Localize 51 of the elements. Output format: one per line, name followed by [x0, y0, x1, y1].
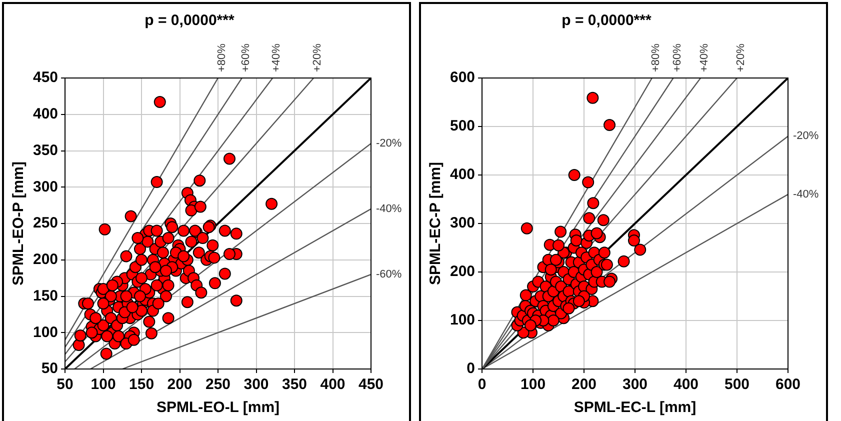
x-axis-title: SPML-EC-L [mm]	[574, 399, 696, 416]
y-tick-label: 300	[450, 214, 476, 232]
y-tick-label: 150	[32, 287, 58, 304]
series-label: -40%	[376, 202, 402, 215]
x-tick-label: 600	[775, 376, 801, 394]
y-tick-label: 50	[41, 360, 58, 378]
series-label: -40%	[793, 188, 819, 200]
x-tick-label: 50	[56, 376, 74, 394]
x-tick-label: 100	[90, 376, 116, 394]
y-tick-label: 300	[32, 178, 58, 196]
text: +40%	[270, 43, 283, 72]
x-tick-label: 250	[206, 376, 231, 394]
y-tick-label: 0	[466, 360, 476, 378]
y-axis-title: SPML-EC-P [mm]	[427, 162, 444, 286]
x-tick-label: 300	[244, 376, 269, 394]
x-tick-label: 350	[282, 376, 308, 394]
y-axis-title: SPML-EO-P [mm]	[10, 162, 28, 286]
text: +60%	[240, 43, 252, 72]
y-tick-label: 100	[32, 324, 58, 341]
series-label: -20%	[376, 138, 402, 150]
y-tick-label: 350	[32, 142, 58, 159]
y-tick-label: 450	[32, 69, 58, 86]
x-tick-label: 0	[478, 376, 486, 394]
y-tick-label: 100	[450, 312, 476, 329]
y-tick-label: 400	[32, 106, 58, 123]
y-tick-label: 500	[450, 118, 476, 135]
y-tick-label: 200	[32, 251, 58, 268]
x-tick-label: 400	[673, 376, 699, 394]
chart-title: p = 0,0000***	[144, 12, 234, 30]
x-tick-label: 400	[320, 376, 346, 394]
x-axis-title: SPML-EO-L [mm]	[156, 399, 280, 416]
y-tick-label: 200	[450, 263, 476, 280]
x-tick-label: 200	[572, 376, 597, 394]
chart-title: p = 0,0000***	[562, 12, 652, 30]
text: +20%	[735, 43, 748, 72]
x-tick-label: 100	[520, 376, 546, 394]
series-label: -20%	[793, 130, 819, 142]
series-label: -60%	[376, 268, 402, 280]
text: +60%	[671, 43, 684, 72]
x-tick-label: 450	[358, 376, 384, 394]
text: +80%	[650, 43, 662, 72]
x-tick-label: 300	[622, 376, 648, 394]
y-tick-label: 600	[450, 69, 476, 86]
x-tick-label: 500	[724, 376, 750, 394]
y-tick-label: 400	[450, 166, 476, 184]
text: +80%	[216, 43, 228, 72]
x-tick-label: 200	[167, 376, 192, 394]
text: +20%	[312, 43, 324, 72]
text: +40%	[698, 43, 711, 72]
x-tick-label: 150	[129, 376, 154, 394]
y-tick-label: 250	[32, 214, 58, 232]
